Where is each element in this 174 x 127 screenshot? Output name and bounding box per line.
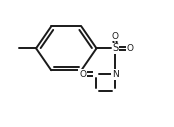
Text: O: O (127, 44, 134, 53)
Text: O: O (79, 70, 86, 79)
Text: N: N (112, 70, 119, 79)
Text: S: S (112, 43, 118, 53)
Text: O: O (111, 32, 118, 41)
